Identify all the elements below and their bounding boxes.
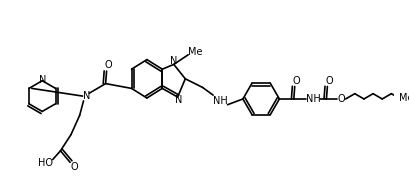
Text: Me: Me (398, 93, 409, 103)
Text: HO: HO (38, 158, 52, 168)
Text: NH: NH (213, 96, 228, 106)
Text: N: N (175, 95, 182, 105)
Text: O: O (292, 76, 300, 86)
Text: O: O (104, 60, 112, 70)
Text: N: N (83, 91, 90, 101)
Text: N: N (170, 55, 177, 65)
Text: NH: NH (305, 94, 319, 104)
Text: O: O (325, 76, 333, 86)
Text: Me: Me (187, 47, 202, 57)
Text: N: N (38, 75, 46, 85)
Text: O: O (70, 162, 78, 172)
Text: O: O (336, 94, 344, 104)
